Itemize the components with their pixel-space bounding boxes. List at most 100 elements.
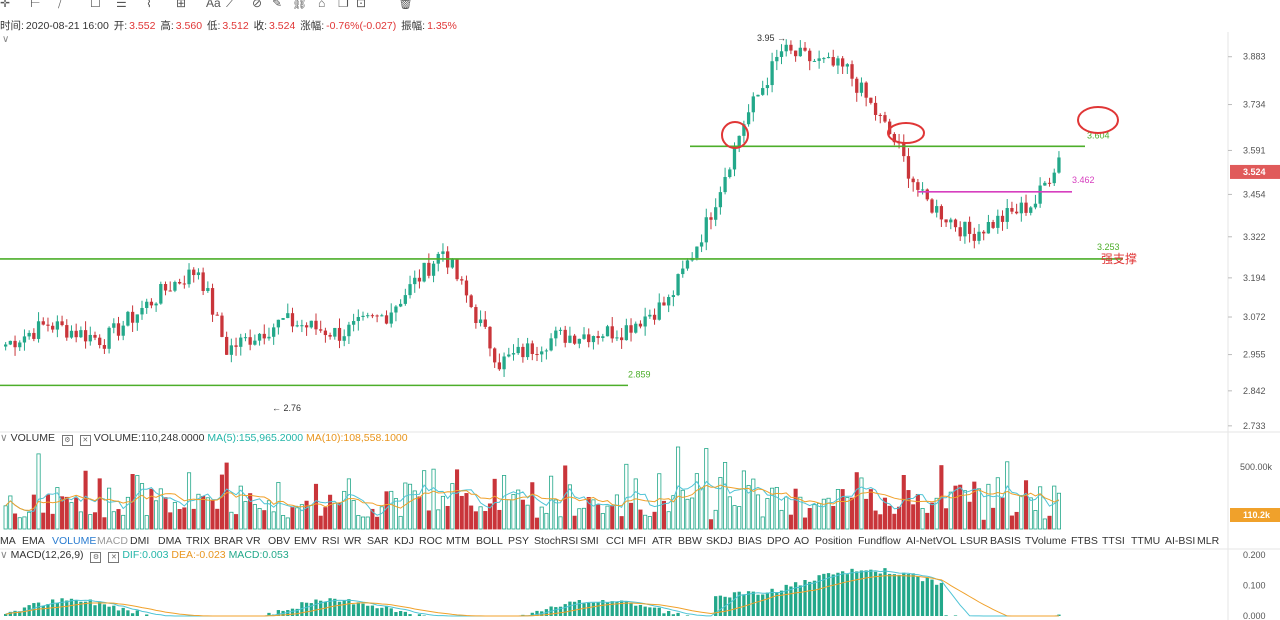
- candle-body: [817, 58, 821, 61]
- macd-settings-icon[interactable]: ⚙: [90, 552, 102, 563]
- indicator-tab-position[interactable]: Position: [815, 535, 853, 547]
- volume-bar: [356, 515, 361, 530]
- trend-lines-icon[interactable]: ⧸: [58, 0, 63, 10]
- indicator-tab-rsi[interactable]: RSI: [322, 535, 340, 547]
- link-icon[interactable]: ⛓: [292, 0, 308, 10]
- candle: [149, 298, 154, 309]
- copy-icon[interactable]: ❐: [338, 0, 349, 10]
- indicator-tab-mfi[interactable]: MFI: [628, 535, 647, 547]
- lock-icon[interactable]: ⌂: [318, 0, 326, 10]
- indicator-tab-ttmu[interactable]: TTMU: [1131, 535, 1161, 547]
- indicator-tab-atr[interactable]: ATR: [652, 535, 673, 547]
- indicator-tab-ai-bsi[interactable]: AI-BSI: [1165, 535, 1196, 547]
- macd-bar: [605, 602, 610, 616]
- brush-icon[interactable]: ✎: [272, 0, 283, 10]
- candle: [516, 337, 520, 355]
- indicator-tab-smi[interactable]: SMI: [580, 535, 599, 547]
- macd-bar: [554, 607, 558, 616]
- indicator-tab-ma[interactable]: MA: [0, 535, 16, 547]
- volume-close-icon[interactable]: ✕: [79, 435, 91, 446]
- indicator-tab-dmi[interactable]: DMI: [130, 535, 150, 547]
- indicator-tab-boll[interactable]: BOLL: [476, 535, 503, 547]
- indicator-tab-psy[interactable]: PSY: [508, 535, 530, 547]
- candle: [469, 294, 473, 309]
- indicator-tab-emv[interactable]: EMV: [294, 535, 317, 547]
- candle-body: [873, 102, 878, 115]
- candle-body: [906, 156, 911, 179]
- candle: [540, 346, 544, 363]
- indicator-tab-stochrsi[interactable]: StochRSI: [534, 535, 579, 547]
- indicator-tab-skdj[interactable]: SKDJ: [706, 535, 733, 547]
- volume-bar: [107, 487, 112, 530]
- candle: [577, 338, 581, 349]
- collapse-chevron-icon[interactable]: ∨: [2, 34, 10, 45]
- rectangle-icon[interactable]: ☐: [90, 0, 101, 10]
- indicator-tab-sar[interactable]: SAR: [367, 535, 389, 547]
- wave-icon[interactable]: ⌇: [146, 0, 152, 10]
- candle-body: [967, 221, 972, 234]
- macd-close-icon[interactable]: ✕: [108, 552, 120, 563]
- indicator-tab-volume[interactable]: VOLUME: [52, 535, 97, 547]
- measure-icon[interactable]: ⟋: [226, 0, 235, 10]
- text-icon[interactable]: Aa: [206, 0, 221, 10]
- volume-bar: [713, 509, 718, 530]
- indicator-tab-wr[interactable]: WR: [344, 535, 362, 547]
- volume-bar: [55, 487, 60, 530]
- volume-bar: [534, 517, 540, 530]
- macd-bar: [746, 591, 751, 616]
- volume-chevron-icon[interactable]: ∨: [0, 432, 11, 444]
- volume-bar: [600, 513, 605, 530]
- price-tick-label-0: 3.883: [1243, 52, 1266, 62]
- indicator-tab-ttsi[interactable]: TTSI: [1102, 535, 1125, 547]
- horizontal-line-icon[interactable]: ⊢: [30, 0, 41, 10]
- indicator-tab-lsur[interactable]: LSUR: [960, 535, 989, 547]
- indicator-tab-bias[interactable]: BIAS: [738, 535, 762, 547]
- indicator-tab-ftbs[interactable]: FTBS: [1071, 535, 1098, 547]
- candle-body: [850, 64, 854, 79]
- macd-chevron-icon[interactable]: ∨: [0, 549, 11, 561]
- candle-body: [431, 263, 436, 276]
- macd-bar: [615, 601, 619, 616]
- macd-bar: [1057, 614, 1061, 616]
- volume-bar: [1052, 485, 1057, 530]
- indicator-tab-macd[interactable]: MACD: [97, 535, 128, 547]
- indicator-tab-cci[interactable]: CCI: [606, 535, 625, 547]
- volume-bar: [525, 504, 530, 530]
- volume-bar: [299, 504, 304, 530]
- volume-settings-icon[interactable]: ⚙: [61, 435, 73, 446]
- indicator-tab-trix[interactable]: TRIX: [186, 535, 210, 547]
- indicator-tab-ai-netvol[interactable]: AI-NetVOL: [906, 535, 957, 547]
- indicator-tab-dpo[interactable]: DPO: [767, 535, 790, 547]
- volume-bar: [765, 498, 770, 530]
- indicator-tab-roc[interactable]: ROC: [419, 535, 443, 547]
- indicator-tab-vr[interactable]: VR: [246, 535, 261, 547]
- magnet-icon[interactable]: ⊘: [252, 0, 263, 10]
- indicator-tab-tvolume[interactable]: TVolume: [1025, 535, 1067, 547]
- indicator-tab-bbw[interactable]: BBW: [678, 535, 702, 547]
- indicator-tab-ema[interactable]: EMA: [22, 535, 45, 547]
- trash-icon[interactable]: 🗑: [398, 0, 414, 10]
- indicator-tab-kdj[interactable]: KDJ: [394, 535, 414, 547]
- parallel-lines-icon[interactable]: ☰: [116, 0, 127, 10]
- volume-bar: [295, 507, 300, 530]
- crosshair-icon[interactable]: ✛: [0, 0, 11, 10]
- indicator-tab-mlr[interactable]: MLR: [1197, 535, 1220, 547]
- macd-bar: [619, 600, 624, 616]
- indicator-tab-basis[interactable]: BASIS: [990, 535, 1021, 547]
- volume-bar: [972, 481, 977, 530]
- indicator-tab-brar[interactable]: BRAR: [214, 535, 244, 547]
- grid-icon[interactable]: ⊞: [176, 0, 187, 10]
- indicator-tab-obv[interactable]: OBV: [268, 535, 291, 547]
- indicator-tab-ao[interactable]: AO: [794, 535, 810, 547]
- indicator-tab-mtm[interactable]: MTM: [446, 535, 470, 547]
- candle-body: [596, 336, 600, 338]
- indicator-tab-dma[interactable]: DMA: [158, 535, 182, 547]
- candle-body: [88, 334, 92, 342]
- volume-bar: [737, 506, 742, 530]
- candle-body: [845, 64, 849, 67]
- indicator-tab-fundflow[interactable]: Fundflow: [858, 535, 901, 547]
- volume-bar: [553, 499, 558, 530]
- candle: [408, 275, 412, 299]
- hide-icon[interactable]: ⊡: [356, 0, 367, 10]
